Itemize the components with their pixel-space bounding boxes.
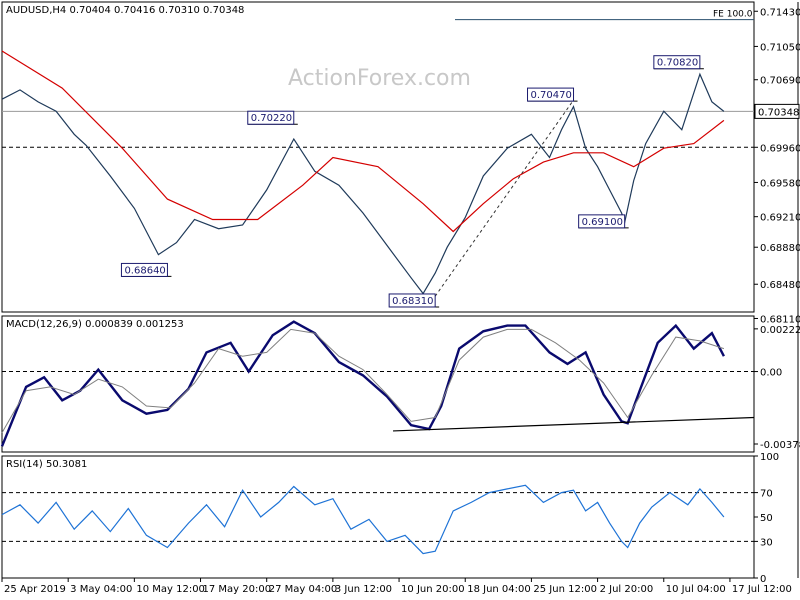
series-close xyxy=(1,72,725,295)
fe-level-label: FE 100.0 xyxy=(713,10,753,20)
y-tick-label: -0.003782 xyxy=(760,440,800,451)
y-tick-label: 0.68110 xyxy=(760,314,800,325)
y-tick-label: 0.68880 xyxy=(760,243,800,254)
y-tick-label: 0.002229 xyxy=(760,325,800,336)
annotation-box xyxy=(120,262,168,277)
y-tick-label: 0.00 xyxy=(760,368,782,379)
y-tick-label: 0.68480 xyxy=(760,280,800,291)
series-macd xyxy=(0,320,725,447)
macd-panel: 0.002229 0.00 -0.003782 MACD(12,26,9) 0.000… xyxy=(0,319,800,451)
annotation-label: 0.68640 xyxy=(124,265,165,276)
annotation-box xyxy=(247,110,295,125)
x-tick-label: 10 Jun 20:00 xyxy=(401,584,465,595)
y-tick-label: 0.70690 xyxy=(760,76,800,87)
annotation-box xyxy=(527,87,575,102)
annotation-label: 0.68310 xyxy=(392,296,433,307)
panel-frame-macd xyxy=(1,315,755,453)
x-tick-label: 10 May 12:00 xyxy=(136,584,205,595)
y-tick-label: 0.71050 xyxy=(760,42,800,53)
watermark: ActionForex.com xyxy=(288,66,471,91)
current-price-label: 0.70348 xyxy=(758,107,799,118)
x-tick-label: 3 Jun 12:00 xyxy=(335,584,392,595)
x-tick-label: 25 Apr 2019 xyxy=(4,584,66,595)
price-panel: 0.71430 0.71050 0.70690 0.69960 0.69580 0.692… xyxy=(1,5,800,325)
annotation-label: 0.69100 xyxy=(582,217,623,228)
x-tick-label: 17 Jul 12:00 xyxy=(732,584,792,595)
x-tick-label: 18 Jun 04:00 xyxy=(467,584,531,595)
current-price-box xyxy=(754,103,800,119)
macd-title: MACD(12,26,9) 0.000839 0.001253 xyxy=(6,319,184,330)
y-tick-label: 0.69580 xyxy=(760,178,800,189)
series-rsi xyxy=(1,484,725,555)
y-tick-label: 0.69960 xyxy=(760,143,800,154)
rsi-panel: 100 70 50 30 0 RSI(14) 50.3081 xyxy=(1,452,779,585)
annotation-label: 0.70820 xyxy=(657,58,698,69)
y-tick-label: 30 xyxy=(760,537,773,548)
annotation-label: 0.70470 xyxy=(531,90,572,101)
x-tick-label: 3 May 04:00 xyxy=(70,584,132,595)
y-tick-label: 70 xyxy=(760,489,773,500)
y-tick-label: 0 xyxy=(760,574,766,585)
panel-frame-price xyxy=(1,1,755,313)
panel-frames xyxy=(1,1,799,579)
panel-frame-rsi xyxy=(1,455,755,579)
series-signal xyxy=(1,328,725,434)
rsi-title: RSI(14) 50.3081 xyxy=(6,459,87,470)
x-tick-label: 17 May 20:00 xyxy=(203,584,272,595)
annotation-box xyxy=(578,214,626,229)
x-tick-label: 25 Jun 12:00 xyxy=(533,584,597,595)
x-tick-label: 2 Jul 20:00 xyxy=(600,584,654,595)
y-tick-label: 100 xyxy=(760,452,779,463)
x-tick-label: 10 Jul 04:00 xyxy=(666,584,726,595)
series-ma xyxy=(1,50,725,233)
macd-trendline xyxy=(393,416,755,432)
annotation-label: 0.70220 xyxy=(251,113,292,124)
y-tick-label: 0.71430 xyxy=(760,7,800,18)
price-title: AUDUSD,H4 0.70404 0.70416 0.70310 0.7034… xyxy=(6,5,244,16)
y-tick-label: 50 xyxy=(760,513,773,524)
y-tick-label: 0.69210 xyxy=(760,213,800,224)
annotation-box xyxy=(653,55,701,70)
x-tick-label: 27 May 04:00 xyxy=(269,584,338,595)
trend-dashed-line xyxy=(434,99,574,297)
annotation-box xyxy=(388,293,436,308)
